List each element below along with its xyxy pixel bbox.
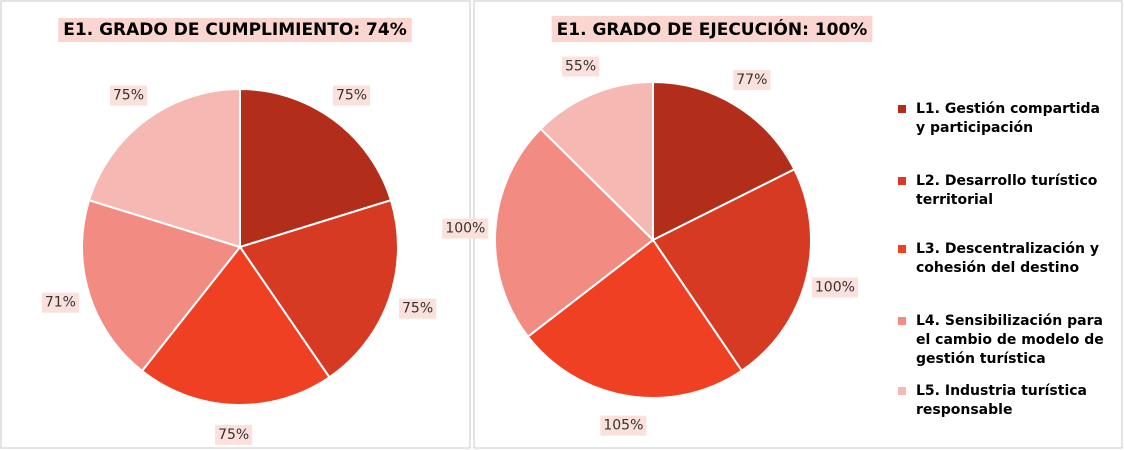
pie-slice <box>87 87 241 249</box>
label-box <box>58 18 412 42</box>
value-label: 71% <box>45 295 76 311</box>
value-label: 55% <box>565 59 596 75</box>
legend-label: L1. Gestión compartida y participación <box>916 101 1100 136</box>
legend-item: L4. Sensibilización para el cambio de mo… <box>898 312 1113 369</box>
pie-slice <box>652 80 796 242</box>
legend-label: L5. Industria turística responsable <box>916 383 1088 418</box>
pie-slice <box>81 198 242 373</box>
pie-slice <box>494 127 655 339</box>
legend-swatch <box>898 317 906 325</box>
legend-label: L2. Desarrollo turístico territorial <box>916 173 1098 208</box>
pie-slice <box>539 80 654 243</box>
legend-swatch <box>898 387 906 395</box>
label-box <box>600 415 647 436</box>
legend-swatch <box>898 177 906 185</box>
label-box <box>399 298 437 319</box>
label-box <box>551 16 873 42</box>
legend-item: L2. Desarrollo turístico territorial <box>898 172 1113 210</box>
pie-slice <box>238 198 399 379</box>
value-label: 75% <box>402 301 433 317</box>
chart-title: E1. GRADO DE EJECUCIÓN: 100% <box>557 18 868 40</box>
pie-slice <box>651 167 812 373</box>
label-box <box>332 85 371 106</box>
legend-label: L3. Descentralización y cohesión del des… <box>916 241 1099 276</box>
legend-item: L5. Industria turística responsable <box>898 382 1113 420</box>
legend-label: L4. Sensibilización para el cambio de mo… <box>916 313 1104 367</box>
legend-swatch <box>898 105 906 113</box>
label-box <box>442 218 489 239</box>
label-box <box>733 70 771 91</box>
value-label: 105% <box>603 418 643 434</box>
label-box <box>109 85 148 106</box>
label-box <box>811 277 858 298</box>
legend-item: L1. Gestión compartida y participación <box>898 100 1113 138</box>
pie-slice <box>140 245 331 406</box>
pie-slice <box>526 238 744 399</box>
value-label: 75% <box>336 88 367 104</box>
value-label: 77% <box>736 72 767 88</box>
label-box <box>215 424 253 445</box>
value-label: 75% <box>218 427 249 443</box>
value-label: 100% <box>815 279 855 295</box>
value-label: 75% <box>113 88 144 104</box>
value-label: 100% <box>445 221 485 237</box>
legend-item: L3. Descentralización y cohesión del des… <box>898 240 1113 278</box>
pie-slice <box>239 87 393 249</box>
label-box <box>41 292 79 313</box>
legend-swatch <box>898 245 906 253</box>
chart-title: E1. GRADO DE CUMPLIMIENTO: 74% <box>63 20 407 40</box>
label-box <box>562 56 600 77</box>
